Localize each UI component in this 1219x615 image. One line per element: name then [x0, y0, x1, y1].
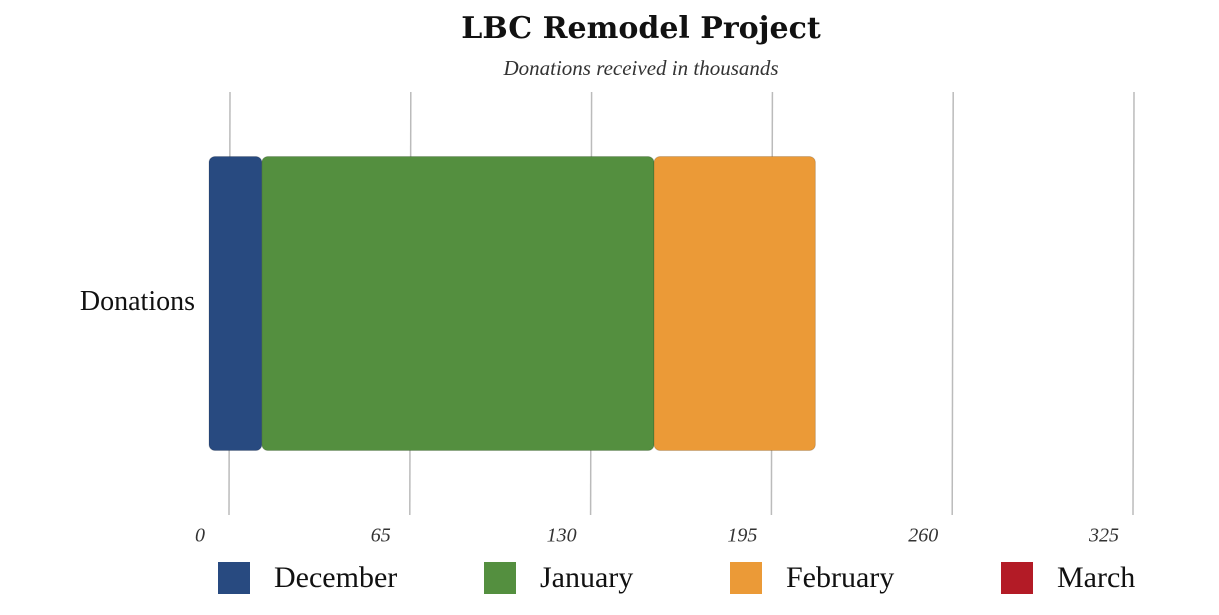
x-tick-label: 65 [371, 525, 391, 547]
legend-label: January [540, 561, 633, 594]
legend-swatch [1001, 562, 1033, 594]
bar-segment [653, 156, 816, 451]
y-tick-label: Donations [80, 286, 195, 317]
bar-segment [208, 156, 263, 451]
legend-swatch [484, 562, 516, 594]
x-tick-label: 325 [1088, 525, 1119, 547]
grid-line [1132, 91, 1135, 516]
legend-label: February [786, 561, 894, 594]
legend-label: December [274, 561, 397, 594]
chart-subtitle: Donations received in thousands [502, 56, 778, 80]
x-tick-label: 130 [547, 525, 577, 547]
x-tick-label: 0 [195, 525, 205, 547]
legend-label: March [1057, 561, 1135, 594]
bar-segment [261, 156, 655, 451]
x-tick-label: 195 [727, 525, 757, 547]
legend-swatch [730, 562, 762, 594]
chart-title: LBC Remodel Project [461, 11, 821, 46]
grid-line [951, 91, 954, 516]
x-tick-label: 260 [908, 525, 938, 547]
legend-swatch [218, 562, 250, 594]
